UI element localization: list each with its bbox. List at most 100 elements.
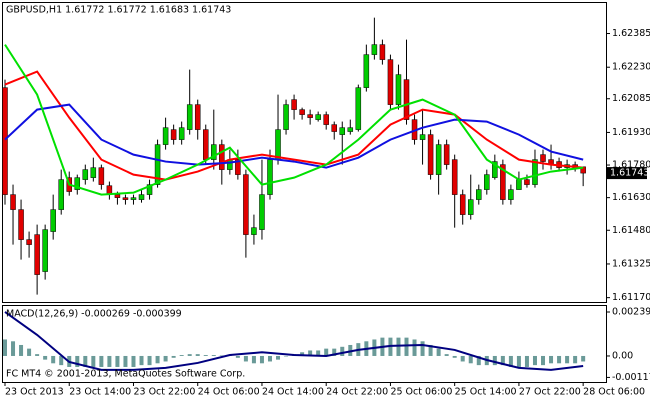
x-tick-label: 23 Oct 22:00 <box>133 387 195 398</box>
y-tick-label: 1.62385 <box>612 28 650 39</box>
macd-bar <box>428 344 433 356</box>
y-tick-label: 1.61170 <box>612 292 650 303</box>
candle-body <box>347 127 354 132</box>
y-tick-label: 1.61480 <box>612 225 650 236</box>
y-tick-label: -0.00117 <box>612 372 650 383</box>
candle-body <box>508 189 514 200</box>
candle-body <box>18 209 24 240</box>
candle-body <box>74 177 81 190</box>
candle-body <box>259 194 265 230</box>
macd-title: MACD(12,26,9) -0.000269 -0.000399 <box>6 309 182 320</box>
macd-bar <box>532 355 537 366</box>
macd-bar <box>267 355 272 362</box>
candle-body <box>82 169 89 180</box>
candle-body <box>339 127 346 135</box>
y-tick-label: 1.61930 <box>612 127 650 138</box>
candle-body <box>427 134 434 175</box>
candle-body <box>50 209 56 232</box>
macd-bar <box>3 339 7 356</box>
candle-body <box>323 114 329 125</box>
macd-bar <box>219 355 224 356</box>
x-tick-label: 23 Oct 2013 <box>5 387 64 398</box>
candle-body <box>219 144 225 170</box>
candle-body <box>211 144 217 160</box>
macd-bar <box>59 355 64 366</box>
candle-body <box>283 104 289 130</box>
macd-bar <box>251 355 256 364</box>
macd-bar <box>300 352 305 356</box>
candle-body <box>379 44 386 60</box>
macd-bar <box>131 355 136 367</box>
macd-bar <box>276 355 281 360</box>
macd-bar <box>516 355 521 367</box>
candle-body <box>435 144 442 175</box>
candle-body <box>476 189 482 200</box>
candle-body <box>524 179 530 185</box>
candle-body <box>516 179 522 190</box>
macd-bar <box>524 355 529 367</box>
macd-bar <box>139 355 144 366</box>
macd-bar <box>500 355 505 366</box>
x-tick-label: 25 Oct 14:00 <box>455 387 517 398</box>
candle-body <box>251 227 257 235</box>
macd-bar <box>123 355 128 367</box>
candle-body <box>275 129 281 160</box>
macd-bar <box>316 350 321 356</box>
macd-bar <box>541 355 546 366</box>
candle-body <box>203 129 209 160</box>
macd-bar <box>107 355 112 367</box>
candle-body <box>451 159 458 195</box>
macd-bar <box>83 355 88 367</box>
candle-body <box>267 159 273 195</box>
macd-bar <box>243 355 248 362</box>
x-tick-label: 25 Oct 06:00 <box>390 387 452 398</box>
macd-bar <box>235 355 240 358</box>
macd-bar <box>436 348 441 356</box>
macd-bar <box>468 355 473 364</box>
candle-body <box>403 79 410 120</box>
macd-bar <box>211 355 216 356</box>
x-tick-label: 24 Oct 06:00 <box>198 387 260 398</box>
candle-body <box>98 167 105 185</box>
candle-body <box>307 114 313 118</box>
moving-average <box>4 103 584 169</box>
candle-body <box>178 127 185 140</box>
candle-body <box>299 109 305 115</box>
candle-body <box>2 87 8 195</box>
candle-body <box>355 87 362 130</box>
candle-body <box>122 197 129 200</box>
macd-bar <box>43 355 48 360</box>
macd-bar <box>179 355 184 356</box>
macd-bar <box>340 346 345 356</box>
candle-body <box>315 114 321 120</box>
price-label-box <box>607 167 647 180</box>
chart-title: GBPUSD,H1 1.61772 1.61772 1.61683 1.6174… <box>6 5 231 16</box>
x-tick-label: 28 Oct 06:00 <box>583 387 645 398</box>
copyright: FC MT4 © 2001-2013, MetaQuotes Software … <box>6 369 245 380</box>
macd-bar <box>163 355 168 362</box>
candle-body <box>186 104 193 130</box>
candle-body <box>58 179 64 210</box>
candle-body <box>90 167 97 178</box>
macd-bar <box>557 355 562 364</box>
macd-bar <box>308 350 313 356</box>
x-tick-label: 27 Oct 22:00 <box>519 387 581 398</box>
macd-bar <box>492 355 497 366</box>
macd-bar <box>284 355 289 357</box>
macd-bar <box>420 341 425 356</box>
macd-bar <box>444 354 449 356</box>
macd-bar <box>187 354 192 356</box>
macd-bar <box>75 355 80 367</box>
candle-body <box>540 154 546 162</box>
macd-bar <box>412 339 417 356</box>
candle-body <box>371 44 378 55</box>
macd-bar <box>171 355 176 358</box>
candle-body <box>154 144 161 185</box>
candle-body <box>146 184 153 195</box>
candle-body <box>162 127 169 145</box>
macd-bar <box>476 355 481 366</box>
macd-frame <box>2 305 607 383</box>
candle-body <box>138 194 145 200</box>
candle-body <box>484 174 490 190</box>
